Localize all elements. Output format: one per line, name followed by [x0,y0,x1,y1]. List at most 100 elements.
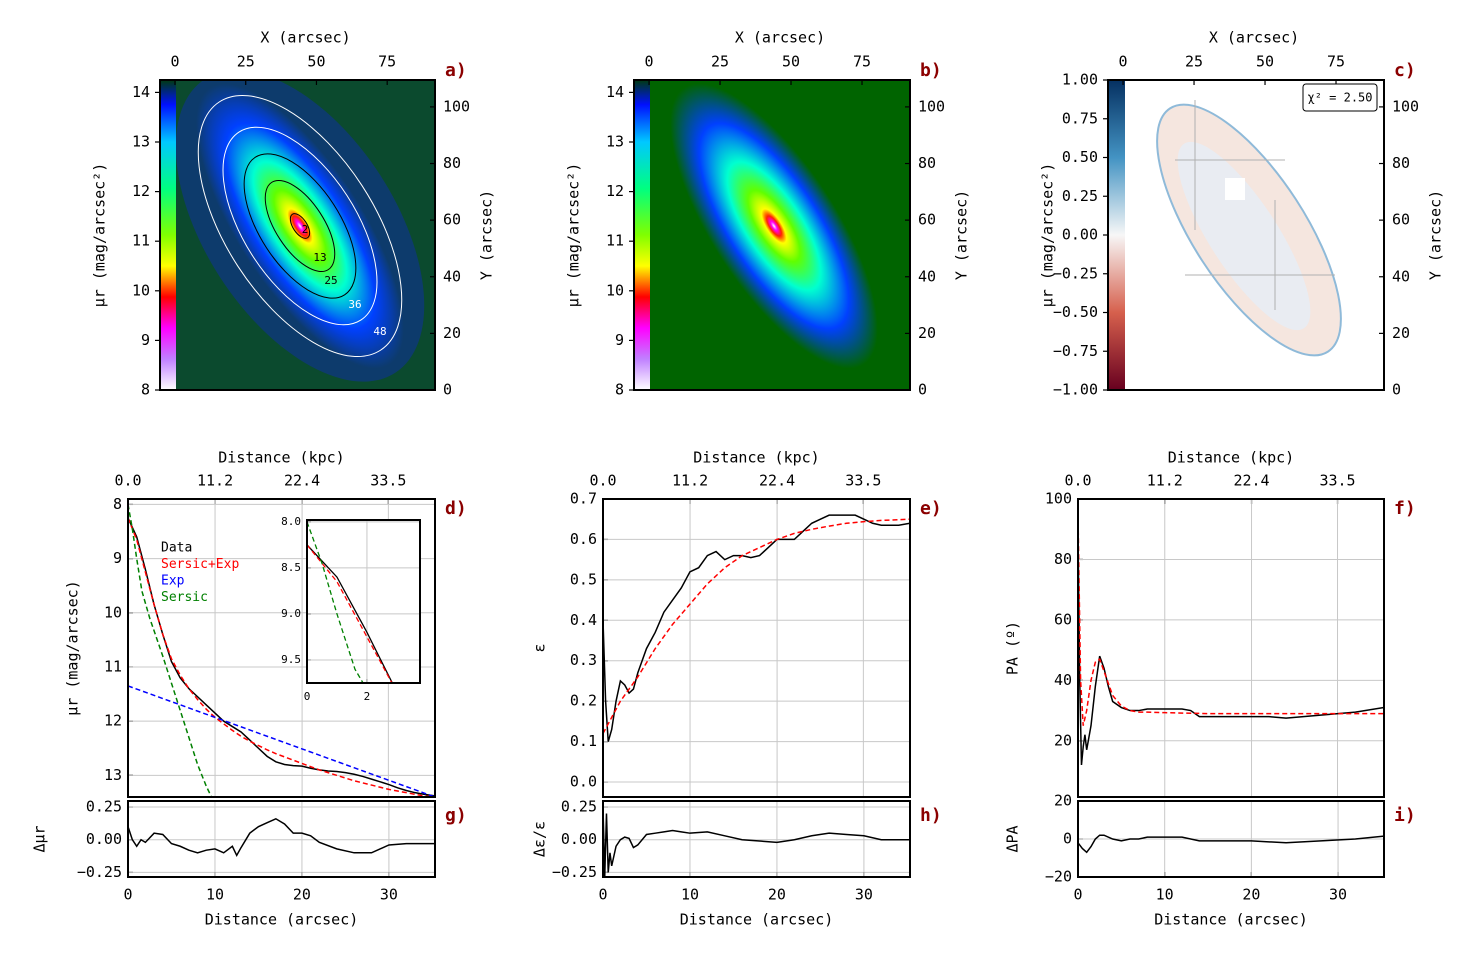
y-tick-label: 20 [1054,792,1072,810]
series-line [307,830,1365,960]
x-tick-label: 0 [304,690,311,703]
y2-tick-label: 20 [918,324,936,342]
series-line [1078,514,1384,726]
x2-tick-label: 50 [307,53,325,71]
y-tick-label: 0.25 [561,798,597,816]
legend-entry: Sersic [161,590,208,605]
contour-label: 13 [313,251,326,264]
y-tick-label: 9.0 [281,607,301,620]
panel-label: h) [920,805,942,826]
x-axis-label: Distance (arcsec) [205,911,359,929]
contour [222,126,378,326]
series-line [307,544,394,683]
contour-label: 48 [373,325,386,338]
y-tick-label: 8.5 [281,561,301,574]
x2-tick-label: 75 [853,53,871,71]
y-tick-label: 12 [606,182,624,200]
x2-tick-label: 22.4 [1233,472,1269,490]
y2-tick-label: 0 [918,381,927,399]
inset-frame [306,519,421,684]
y2-tick-label: 80 [1392,154,1410,172]
y-tick-label: 0.50 [1062,148,1098,166]
y-tick-label: −20 [1045,868,1072,886]
x-tick-label: 30 [380,886,398,904]
annotation-box [1302,83,1378,112]
y2-tick-label: 100 [1392,97,1419,115]
x2-axis-label: Distance (kpc) [693,449,819,467]
y-tick-label: 0.1 [570,732,597,750]
x2-tick-label: 22.4 [284,472,320,490]
y-tick-label: −0.25 [77,863,122,881]
contour [197,94,403,358]
series-line [128,817,435,858]
x2-tick-label: 33.5 [370,472,406,490]
y-tick-label: 20 [1054,731,1072,749]
x2-tick-label: 0 [1119,53,1128,71]
frame [127,800,436,878]
image-area [1125,80,1384,390]
y-axis-label: μr (mag/arcsec) [64,580,82,715]
y-tick-label: 12 [104,712,122,730]
x-tick-label: 20 [293,886,311,904]
series-line [1078,535,1384,766]
y-tick-label: 60 [1054,610,1072,628]
y-tick-label: 10 [132,281,150,299]
y-axis-label: ε [531,643,549,652]
y-tick-label: 9.5 [281,653,301,666]
y-tick-label: 11 [104,657,122,675]
x-tick-label: 2 [364,690,371,703]
x2-tick-label: 50 [1256,53,1274,71]
mask [1225,178,1245,200]
y2-tick-label: 0 [443,381,452,399]
y-tick-label: 13 [132,133,150,151]
plot-area [1078,834,1384,854]
x-tick-label: 0 [598,886,607,904]
frame [602,800,911,878]
plot-area [128,817,435,858]
colorbar [1108,80,1125,390]
y-tick-label: 9 [615,331,624,349]
y-tick-label: 0.7 [570,490,597,508]
y-tick-label: −1.00 [1053,381,1098,399]
legend-entry: Data [161,541,192,556]
y2-axis-label: Y (arcsec) [953,190,971,280]
y-tick-label: 80 [1054,550,1072,568]
y-tick-label: −0.50 [1053,303,1098,321]
y-tick-label: 9 [113,549,122,567]
y2-tick-label: 60 [918,211,936,229]
y-tick-label: 0.75 [1062,109,1098,127]
y-tick-label: −0.25 [552,863,597,881]
x-axis-label: Distance (arcsec) [1154,911,1308,929]
y-axis-label: μr (mag/arcsec²) [91,163,109,308]
y2-tick-label: 20 [443,324,461,342]
y-axis-label: Δμr [31,825,49,852]
y-axis-label: Δε/ε [531,821,549,857]
y-tick-label: 0.6 [570,530,597,548]
panel-label: g) [445,805,467,826]
series-line [128,517,435,797]
y-tick-label: −0.25 [1053,264,1098,282]
y-tick-label: 14 [132,83,150,101]
y-axis-label: ΔPA [1004,825,1022,852]
contour-label: 36 [348,298,361,311]
frame [602,498,911,798]
y2-tick-label: 60 [443,211,461,229]
x-axis-label: X (arcsec) [260,29,350,47]
galaxy [196,83,404,369]
y-axis-label: μr (mag/arcsec²) [1039,163,1057,308]
x-tick-label: 30 [1329,886,1347,904]
series-line [128,685,435,797]
residual-map [1177,141,1311,331]
x2-tick-label: 11.2 [197,472,233,490]
x2-tick-label: 50 [782,53,800,71]
y-tick-label: 8 [615,381,624,399]
plot-area [603,807,910,877]
panel-label: c) [1394,60,1416,81]
y-tick-label: 11 [606,232,624,250]
y-tick-label: 0.00 [86,830,122,848]
panel-label: e) [920,498,942,519]
y2-tick-label: 100 [918,97,945,115]
y2-tick-label: 20 [1392,324,1410,342]
panel-label: i) [1394,805,1416,826]
